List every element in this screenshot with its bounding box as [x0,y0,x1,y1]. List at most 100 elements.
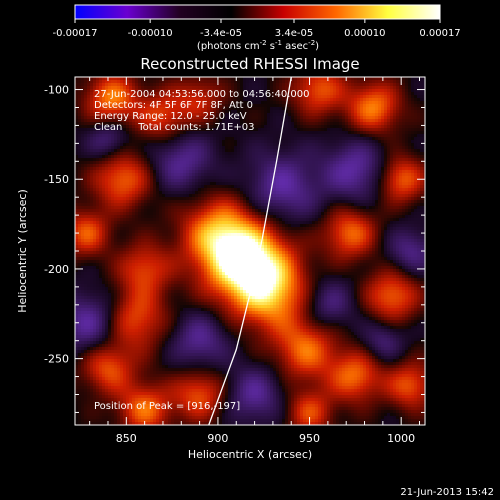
heatmap-cell [264,179,268,183]
heatmap-cell [129,101,133,105]
heatmap-cell [276,92,280,96]
heatmap-cell [84,116,88,120]
heatmap-cell [357,119,361,123]
heatmap-cell [243,92,247,96]
heatmap-cell [297,200,301,204]
heatmap-cell [246,182,250,186]
heatmap-cell [135,149,139,153]
heatmap-cell [177,137,181,141]
heatmap-cell [195,116,199,120]
heatmap-cell [312,119,316,123]
heatmap-cell [330,197,334,201]
heatmap-cell [78,143,82,147]
heatmap-cell [219,137,223,141]
heatmap-cell [318,89,322,93]
heatmap-cell [333,182,337,186]
heatmap-cell [210,113,214,117]
heatmap-cell [231,203,235,207]
heatmap-cell [252,149,256,153]
heatmap-cell [168,173,172,177]
heatmap-cell [168,161,172,165]
heatmap-cell [285,131,289,135]
heatmap-cell [339,170,343,174]
heatmap-cell [201,101,205,105]
heatmap-cell [231,134,235,138]
heatmap-cell [78,110,82,114]
heatmap-cell [222,164,226,168]
heatmap-cell [285,191,289,195]
colorbar: -0.00017 -0.00010 -3.4e-05 3.4e-05 0.00010 0.… [53,4,461,52]
heatmap-cell [399,185,403,189]
heatmap-cell [390,176,394,180]
heatmap-cell [174,194,178,198]
heatmap-cell [129,122,133,126]
heatmap-cell [204,119,208,123]
heatmap-cell [150,185,154,189]
heatmap-cell [318,188,322,192]
heatmap-cell [201,134,205,138]
heatmap-cell [312,131,316,135]
heatmap-cell [309,170,313,174]
heatmap-cell [192,164,196,168]
heatmap-cell [405,185,409,189]
heatmap-cell [171,101,175,105]
heatmap-cell [198,152,202,156]
heatmap-cell [381,188,385,192]
heatmap-cell [150,194,154,198]
heatmap-cell [417,194,421,198]
heatmap-cell [255,140,259,144]
heatmap-cell [201,116,205,120]
heatmap-cell [99,185,103,189]
colorbar-tick-label: 0.00017 [419,28,460,39]
heatmap-cell [306,83,310,87]
heatmap-cell [273,101,277,105]
heatmap-cell [111,77,115,81]
heatmap-cell [195,122,199,126]
heatmap-cell [327,89,331,93]
heatmap-cell [198,176,202,180]
heatmap-cell [174,89,178,93]
heatmap-cell [237,200,241,204]
heatmap-cell [306,194,310,198]
heatmap-cell [114,128,118,132]
heatmap-cell [153,95,157,99]
heatmap-cell [324,98,328,102]
heatmap-cell [312,113,316,117]
heatmap-cell [231,152,235,156]
heatmap-cell [381,98,385,102]
heatmap-cell [390,149,394,153]
heatmap-cell [303,113,307,117]
heatmap-cell [282,140,286,144]
heatmap-cell [315,200,319,204]
heatmap-cell [141,140,145,144]
heatmap-cell [105,167,109,171]
heatmap-cell [321,98,325,102]
heatmap-cell [315,134,319,138]
heatmap-cell [75,149,79,153]
heatmap-cell [381,92,385,96]
heatmap-cell [123,77,127,81]
heatmap-cell [354,173,358,177]
heatmap-cell [114,188,118,192]
heatmap-cell [183,185,187,189]
heatmap-cell [417,92,421,96]
heatmap-cell [324,152,328,156]
heatmap-cell [408,146,412,150]
heatmap-cell [276,143,280,147]
heatmap-cell [312,191,316,195]
heatmap-cell [381,149,385,153]
heatmap-cell [384,143,388,147]
heatmap-cell [420,89,424,93]
heatmap-cell [255,188,259,192]
heatmap-cell [96,191,100,195]
heatmap-cell [378,107,382,111]
heatmap-cell [324,125,328,129]
heatmap-cell [198,104,202,108]
heatmap-cell [285,200,289,204]
heatmap-cell [228,185,232,189]
heatmap-cell [291,98,295,102]
heatmap-cell [219,101,223,105]
heatmap-cell [84,191,88,195]
heatmap-cell [270,182,274,186]
heatmap-cell [183,167,187,171]
